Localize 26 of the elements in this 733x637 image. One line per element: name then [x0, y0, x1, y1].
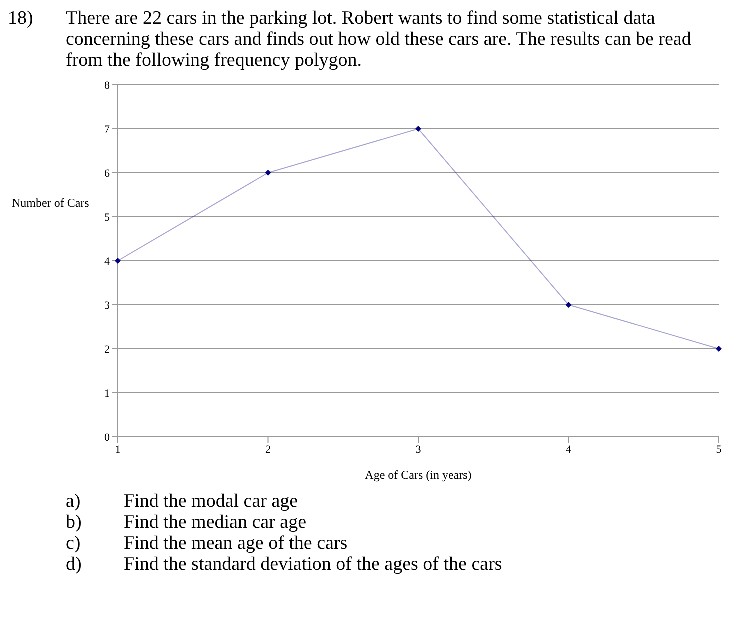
point [716, 346, 722, 352]
text: d) Find the standard deviation of the ages of the cars [66, 554, 502, 575]
y-tick-label: 6 [104, 168, 110, 180]
chart-title: 18) There are 22 cars in the parking lot. Robert wants to find some statistical data concerning these cars and finds out how old these cars are. The results can be read from the following frequency polygon. [8, 8, 692, 71]
y-axis-title: Number of Cars [12, 196, 90, 211]
x-tick-label: 4 [566, 444, 572, 456]
y-tick-label: 5 [104, 212, 110, 224]
x-tick-label: 3 [416, 444, 422, 456]
point [416, 126, 422, 132]
y-tick-label: 7 [104, 124, 110, 136]
text: c) Find the mean age of the cars [66, 533, 348, 554]
x-tick-label: 2 [266, 444, 271, 456]
x-axis-title: Age of Cars (in years) [365, 468, 472, 482]
x-tick-label: 5 [716, 444, 722, 456]
text: a) Find the modal car age [66, 491, 298, 512]
point [115, 258, 121, 264]
x-tick-label: 1 [115, 444, 121, 456]
y-tick-label: 8 [104, 80, 110, 92]
y-tick-label: 4 [104, 256, 110, 268]
y-tick-label: 3 [104, 300, 110, 312]
y-tick-label: 2 [104, 344, 110, 356]
point [265, 170, 272, 176]
text: b) Find the median car age [66, 512, 307, 533]
y-tick-label: 1 [104, 388, 110, 400]
y-tick-label: 0 [104, 432, 110, 444]
point [566, 302, 572, 308]
